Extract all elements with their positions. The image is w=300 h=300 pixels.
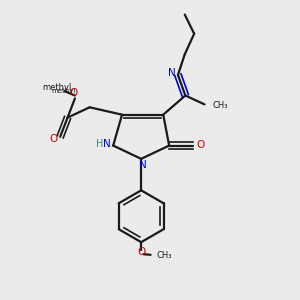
Text: N: N xyxy=(103,139,111,149)
Text: O: O xyxy=(137,247,145,257)
Text: O: O xyxy=(197,140,205,150)
Text: H: H xyxy=(96,139,103,149)
Text: CH₃: CH₃ xyxy=(157,251,172,260)
Text: N: N xyxy=(168,68,176,78)
Text: N: N xyxy=(139,160,146,170)
Text: O: O xyxy=(69,88,78,98)
Text: methyl: methyl xyxy=(51,88,75,94)
Text: O: O xyxy=(50,134,58,144)
Text: CH₃: CH₃ xyxy=(213,101,228,110)
Text: methyl: methyl xyxy=(43,83,72,92)
